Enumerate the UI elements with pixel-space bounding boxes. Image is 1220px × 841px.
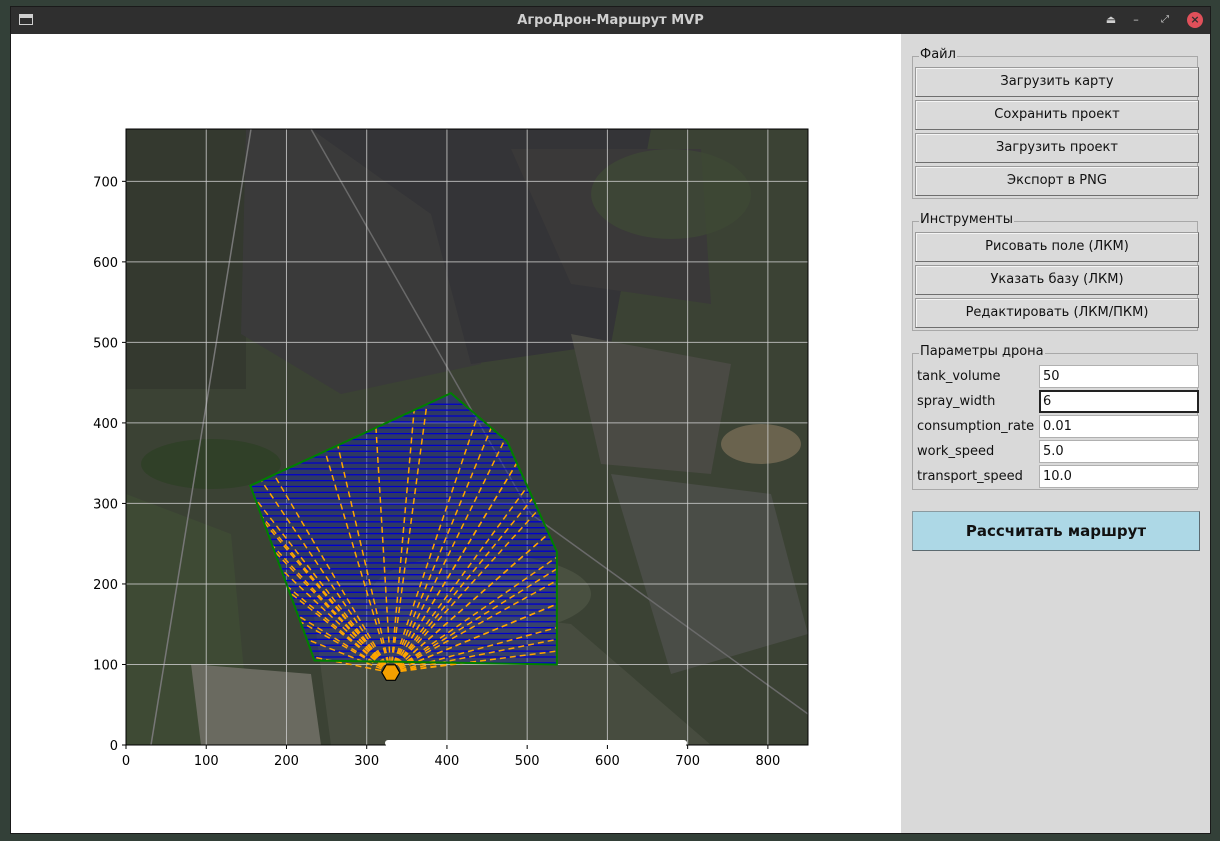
window-title: АгроДрон-Маршрут MVP [517, 13, 704, 28]
tank-volume-input[interactable] [1039, 365, 1199, 388]
field-boundary [249, 391, 558, 666]
consumption-rate-label: consumption_rate [917, 419, 1035, 434]
transport-line [273, 550, 392, 674]
app-icon[interactable] [19, 14, 33, 25]
map-plot-area[interactable]: 0 100 200 300 400 500 600 700 800 0 100 200 300 400 50… [11, 34, 901, 833]
map-scale-bar [385, 740, 687, 746]
draw-field-button[interactable]: Рисовать поле (ЛКМ) [915, 232, 1199, 262]
transport-line [271, 544, 392, 674]
transport-line [260, 480, 392, 673]
y-tick-label: 500 [93, 336, 118, 351]
transport-line [390, 404, 428, 673]
spray-width-input[interactable] [1039, 390, 1199, 413]
close-icon[interactable]: × [1187, 12, 1203, 28]
x-tick-label: 0 [122, 754, 130, 769]
base-marker [381, 664, 401, 681]
file-group-label: Файл [919, 47, 957, 62]
satellite-map-image [126, 129, 808, 745]
keep-above-icon[interactable]: ⏏ [1105, 13, 1117, 26]
transport-line [390, 509, 539, 674]
param-row-consumption-rate: consumption_rate [915, 414, 1199, 439]
x-tick-label: 700 [675, 754, 700, 769]
y-tick-label: 100 [93, 658, 118, 673]
transport-line [324, 451, 392, 673]
param-row-transport-speed: transport_speed [915, 464, 1199, 489]
transport-line [390, 638, 558, 674]
transport-line [390, 410, 415, 673]
transport-line [337, 445, 392, 673]
y-tick-label: 300 [93, 497, 118, 512]
minimize-icon[interactable]: – [1133, 13, 1139, 26]
transport-line [286, 585, 392, 674]
file-group: Файл Загрузить карту Сохранить проект За… [912, 47, 1199, 199]
field-overlay [249, 391, 558, 681]
x-tick-label: 600 [595, 754, 620, 769]
title-bar: АгроДрон-Маршрут MVP ⏏ – ⤢ × [11, 7, 1210, 34]
tank-volume-label: tank_volume [917, 369, 1001, 384]
work-speed-label: work_speed [917, 444, 995, 459]
transport-line [390, 427, 492, 673]
y-tick-label: 200 [93, 578, 118, 593]
calculate-route-button[interactable]: Рассчитать маршрут [912, 511, 1200, 551]
transport-line [299, 621, 392, 674]
x-tick-label: 400 [435, 754, 460, 769]
transport-line [390, 568, 558, 674]
work-speed-input[interactable] [1039, 440, 1199, 463]
transport-line [280, 568, 392, 674]
transport-line [390, 462, 518, 673]
tools-group: Инструменты Рисовать поле (ЛКМ) Указать … [912, 212, 1199, 331]
transport-line [273, 474, 392, 673]
y-tick-label: 0 [110, 739, 118, 754]
param-row-spray-width: spray_width [915, 389, 1199, 414]
y-tick-label: 700 [93, 175, 118, 190]
x-tick-label: 800 [755, 754, 780, 769]
x-tick-label: 200 [274, 754, 299, 769]
transport-line [390, 579, 558, 674]
x-tick-label: 500 [515, 754, 540, 769]
drone-params-label: Параметры дрона [919, 344, 1045, 359]
export-png-button[interactable]: Экспорт в PNG [915, 166, 1199, 196]
drone-params-group: Параметры дрона tank_volume spray_width … [912, 344, 1199, 490]
transport-line [390, 439, 506, 673]
transport-speed-label: transport_speed [917, 469, 1023, 484]
maximize-icon[interactable]: ⤢ [1161, 14, 1169, 25]
transport-line [390, 532, 550, 674]
param-row-tank-volume: tank_volume [915, 364, 1199, 389]
load-map-button[interactable]: Загрузить карту [915, 67, 1199, 97]
map-plot[interactable]: 0 100 200 300 400 500 600 700 800 0 100 200 300 400 50… [11, 34, 901, 835]
spray-width-label: spray_width [917, 394, 996, 409]
x-tick-label: 300 [354, 754, 379, 769]
sidebar: Файл Загрузить карту Сохранить проект За… [901, 34, 1210, 833]
transport-line [375, 427, 392, 673]
x-tick-label: 100 [194, 754, 219, 769]
edit-button[interactable]: Редактировать (ЛКМ/ПКМ) [915, 298, 1199, 328]
transport-line [313, 656, 391, 674]
transport-line [390, 486, 529, 673]
load-project-button[interactable]: Загрузить проект [915, 133, 1199, 163]
y-tick-label: 400 [93, 417, 118, 432]
save-project-button[interactable]: Сохранить проект [915, 100, 1199, 130]
consumption-rate-input[interactable] [1039, 415, 1199, 438]
y-tick-label: 600 [93, 256, 118, 271]
transport-line [254, 497, 392, 673]
transport-line [390, 650, 557, 674]
transport-line [390, 626, 558, 674]
tools-group-label: Инструменты [919, 212, 1015, 227]
transport-line [390, 497, 534, 674]
transport-line [390, 556, 558, 674]
transport-line [297, 615, 392, 674]
app-window: АгроДрон-Маршрут MVP ⏏ – ⤢ × [10, 6, 1211, 834]
param-row-work-speed: work_speed [915, 439, 1199, 464]
transport-speed-input[interactable] [1039, 465, 1199, 488]
set-base-button[interactable]: Указать базу (ЛКМ) [915, 265, 1199, 295]
transport-line [260, 515, 392, 674]
transport-line [390, 415, 479, 673]
axis-ticks: 0 100 200 300 400 500 600 700 800 0 100 200 300 400 50… [93, 175, 780, 769]
transport-line [306, 638, 392, 674]
